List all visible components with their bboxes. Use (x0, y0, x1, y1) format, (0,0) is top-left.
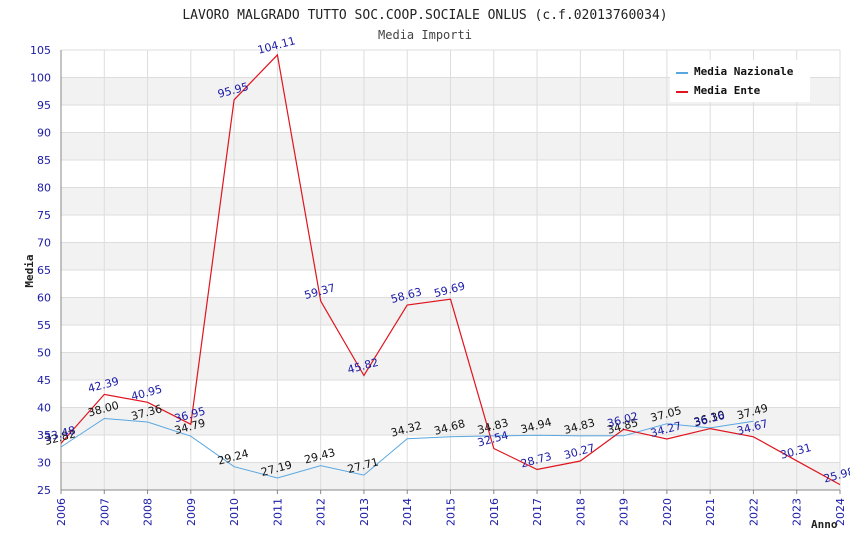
legend-box (670, 60, 810, 102)
x-tick-labels: 2006 2007 2008 2009 2010 2011 2012 2013 2014 2015… (55, 498, 847, 526)
y-axis-title: Media (23, 254, 36, 287)
x-tick-label: 2020 (661, 498, 674, 526)
x-tick-label: 2016 (488, 498, 501, 526)
y-tick-label: 90 (37, 127, 51, 140)
x-tick-label: 2008 (142, 498, 155, 526)
series-line-media-ente (60, 53, 841, 486)
x-tick-label: 2022 (747, 498, 760, 526)
y-tick-label: 95 (37, 99, 51, 112)
y-tick-labels: 25 30 35 40 45 50 55 60 65 70 75 80 85 90 95 100 105 (30, 44, 51, 497)
legend-label-ente: Media Ente (694, 84, 761, 97)
series-layer (60, 53, 841, 486)
y-tick-label: 105 (30, 44, 51, 57)
legend: Media Nazionale Media Ente (670, 60, 810, 102)
y-tick-label: 30 (37, 457, 51, 470)
legend-label-nazionale: Media Nazionale (694, 65, 794, 78)
x-tick-label: 2023 (791, 498, 804, 526)
x-tick-label: 2014 (401, 498, 414, 526)
x-tick-label: 2013 (358, 498, 371, 526)
x-tick-label: 2012 (315, 498, 328, 526)
x-tick-label: 2017 (531, 498, 544, 526)
x-tick-label: 2015 (445, 498, 458, 526)
x-tick-label: 2007 (98, 498, 111, 526)
x-tick-label: 2009 (185, 498, 198, 526)
x-tick-label: 2021 (704, 498, 717, 526)
y-tick-label: 80 (37, 182, 51, 195)
axes (60, 50, 841, 494)
y-tick-label: 70 (37, 237, 51, 250)
y-tick-label: 35 (37, 429, 51, 442)
x-axis-title: Anno (811, 518, 838, 531)
y-tick-label: 75 (37, 209, 51, 222)
x-tick-label: 2010 (228, 498, 241, 526)
x-tick-label: 2019 (618, 498, 631, 526)
y-tick-label: 40 (37, 402, 51, 415)
y-tick-label: 50 (37, 347, 51, 360)
y-tick-label: 85 (37, 154, 51, 167)
y-tick-label: 45 (37, 374, 51, 387)
x-tick-label: 2006 (55, 498, 68, 526)
x-tick-label: 2011 (271, 498, 284, 526)
series-line-media-nazionale (60, 417, 754, 479)
y-tick-label: 55 (37, 319, 51, 332)
chart-subtitle: Media Importi (378, 28, 472, 42)
y-tick-label: 65 (37, 264, 51, 277)
y-tick-label: 25 (37, 484, 51, 497)
y-tick-label: 60 (37, 292, 51, 305)
x-tick-label: 2024 (834, 498, 847, 526)
x-tick-label: 2018 (574, 498, 587, 526)
chart-title: LAVORO MALGRADO TUTTO SOC.COOP.SOCIALE O… (182, 8, 667, 23)
y-tick-label: 100 (30, 72, 51, 85)
grid-lines (60, 49, 841, 491)
